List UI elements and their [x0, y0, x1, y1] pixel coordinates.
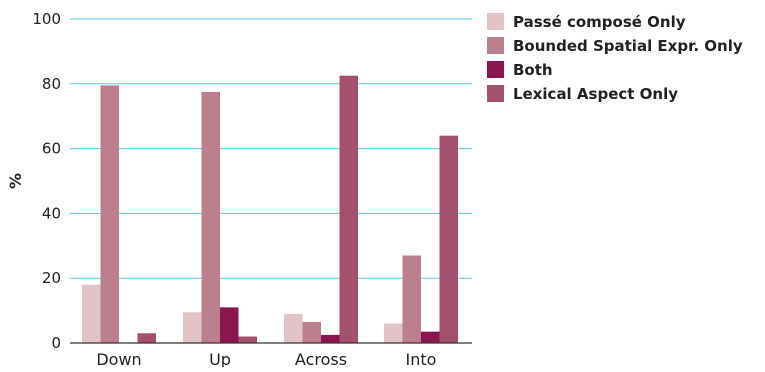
legend-swatch	[487, 85, 504, 102]
y-axis-ticks: 0 20 40 60 80 100	[32, 10, 61, 352]
bar-into-2	[421, 331, 440, 343]
y-tick-label: 100	[32, 10, 61, 28]
bar-across-3	[339, 75, 358, 343]
y-tick-label: 60	[42, 140, 61, 158]
legend-label: Bounded Spatial Expr. Only	[513, 37, 743, 55]
bar-across-0	[284, 313, 303, 343]
y-tick-label: 80	[42, 75, 61, 93]
legend-swatch	[487, 13, 504, 30]
y-axis-label: %	[6, 173, 25, 189]
bar-into-1	[402, 255, 421, 343]
bar-up-0	[183, 312, 202, 343]
x-category-label: Across	[295, 350, 347, 367]
bar-up-2	[220, 307, 239, 343]
legend-item: Passé composé Only	[487, 13, 686, 31]
legend-item: Both	[487, 61, 553, 79]
bar-into-0	[384, 323, 403, 343]
x-category-label: Up	[209, 350, 231, 367]
y-tick-label: 20	[42, 269, 61, 287]
bar-down-1	[100, 85, 119, 344]
x-axis-categories: Down Up Across Into	[96, 350, 437, 369]
bar-across-1	[302, 321, 321, 343]
legend-swatch	[487, 37, 504, 54]
y-tick-label: 0	[51, 334, 61, 352]
legend-label: Passé composé Only	[513, 13, 686, 31]
legend-label: Both	[513, 61, 553, 79]
y-tick-label: 40	[42, 204, 61, 222]
bar-down-3	[137, 333, 156, 343]
legend-item: Lexical Aspect Only	[487, 85, 678, 103]
x-category-label: Into	[406, 350, 437, 367]
bars	[82, 75, 458, 344]
legend-label: Lexical Aspect Only	[513, 85, 678, 103]
bar-up-1	[201, 91, 220, 344]
bar-into-3	[439, 135, 458, 343]
bar-up-3	[238, 336, 257, 343]
legend-item: Bounded Spatial Expr. Only	[487, 37, 743, 55]
gridlines	[70, 18, 472, 279]
bar-down-0	[82, 284, 101, 343]
legend: Passé composé Only Bounded Spatial Expr. …	[487, 13, 743, 103]
legend-swatch	[487, 61, 504, 78]
x-category-label: Down	[96, 350, 141, 367]
bar-across-2	[321, 334, 340, 343]
